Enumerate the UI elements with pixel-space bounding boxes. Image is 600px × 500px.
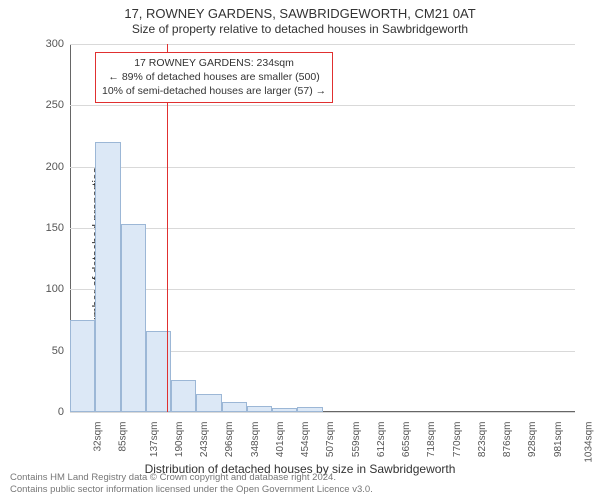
x-tick-label: 770sqm [452, 422, 463, 458]
annotation-box: 17 ROWNEY GARDENS: 234sqm ← 89% of detac… [95, 52, 333, 103]
x-tick-label: 1034sqm [583, 422, 594, 463]
y-tick-label: 250 [46, 99, 64, 111]
x-tick-label: 32sqm [93, 422, 104, 452]
x-tick-label: 559sqm [351, 422, 362, 458]
x-tick-label: 401sqm [275, 422, 286, 458]
x-tick-label: 718sqm [426, 422, 437, 458]
histogram-bar [171, 380, 196, 412]
x-tick-label: 823sqm [477, 422, 488, 458]
y-tick-label: 200 [46, 161, 64, 173]
grid-line [70, 289, 575, 290]
histogram-bar [222, 402, 247, 412]
histogram-bar [297, 407, 322, 412]
chart-sub-title: Size of property relative to detached ho… [0, 22, 600, 36]
y-tick-label: 150 [46, 222, 64, 234]
x-tick-label: 137sqm [149, 422, 160, 458]
x-tick-label: 665sqm [401, 422, 412, 458]
histogram-bar [272, 408, 297, 412]
x-tick-label: 507sqm [325, 422, 336, 458]
grid-line [70, 105, 575, 106]
annotation-line-3: 10% of semi-detached houses are larger (… [102, 84, 326, 98]
histogram-bar [95, 142, 120, 412]
grid-line [70, 44, 575, 45]
histogram-bar [196, 394, 221, 412]
x-tick-label: 348sqm [250, 422, 261, 458]
grid-line [70, 228, 575, 229]
histogram-bar [247, 406, 272, 412]
footer-line-1: Contains HM Land Registry data © Crown c… [10, 472, 373, 484]
chart-main-title: 17, ROWNEY GARDENS, SAWBRIDGEWORTH, CM21… [0, 6, 600, 21]
x-tick-label: 85sqm [118, 422, 129, 452]
x-tick-label: 454sqm [300, 422, 311, 458]
y-tick-label: 0 [58, 406, 64, 418]
x-tick-label: 243sqm [199, 422, 210, 458]
footer-attribution: Contains HM Land Registry data © Crown c… [10, 472, 373, 496]
grid-line [70, 167, 575, 168]
grid-line [70, 412, 575, 413]
x-tick-label: 876sqm [502, 422, 513, 458]
histogram-bar [70, 320, 95, 412]
y-tick-label: 100 [46, 283, 64, 295]
annotation-line-2: ← 89% of detached houses are smaller (50… [102, 70, 326, 84]
x-tick-label: 928sqm [527, 422, 538, 458]
x-tick-label: 296sqm [224, 422, 235, 458]
x-tick-label: 981sqm [553, 422, 564, 458]
x-tick-label: 190sqm [174, 422, 185, 458]
x-tick-label: 612sqm [376, 422, 387, 458]
footer-line-2: Contains public sector information licen… [10, 484, 373, 496]
histogram-bar [121, 224, 146, 412]
y-tick-label: 50 [52, 345, 64, 357]
y-tick-label: 300 [46, 38, 64, 50]
annotation-line-1: 17 ROWNEY GARDENS: 234sqm [102, 56, 326, 70]
